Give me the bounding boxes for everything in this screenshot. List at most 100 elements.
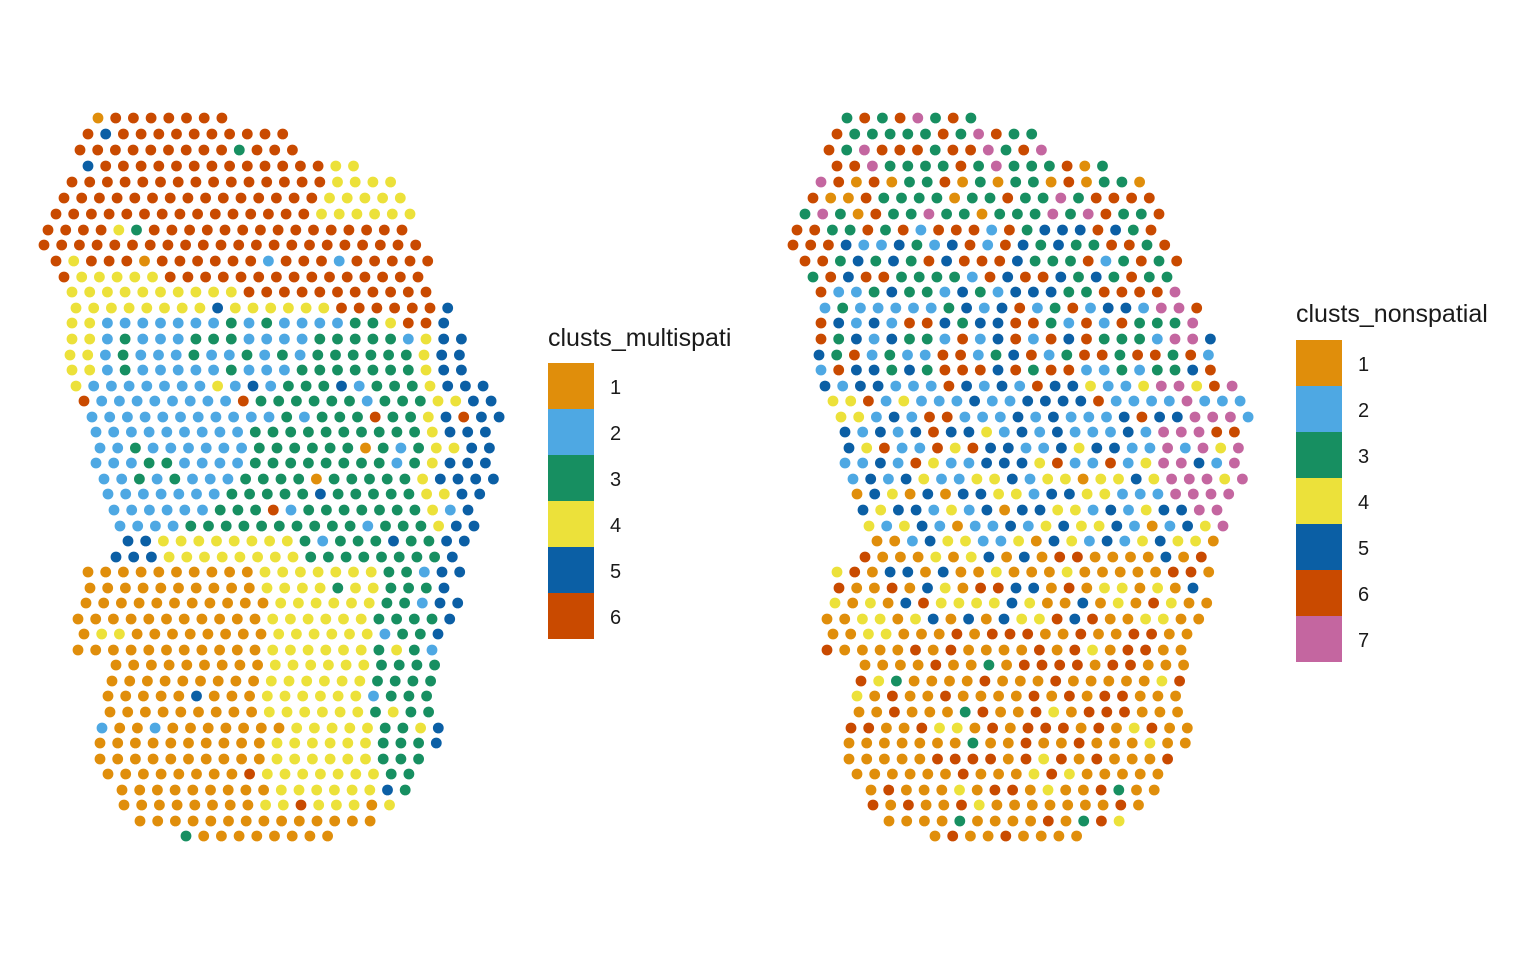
spot-cluster-2 bbox=[123, 380, 135, 392]
spot-cluster-5 bbox=[430, 737, 442, 749]
spot-cluster-6 bbox=[989, 784, 1001, 796]
spot-cluster-6 bbox=[916, 722, 928, 734]
spot-cluster-6 bbox=[976, 255, 988, 267]
spot-cluster-2 bbox=[426, 644, 438, 656]
spot-cluster-6 bbox=[1026, 349, 1037, 361]
spot-cluster-1 bbox=[1164, 722, 1175, 734]
spot-cluster-4 bbox=[420, 333, 432, 345]
spot-cluster-4 bbox=[328, 597, 340, 609]
spot-cluster-5 bbox=[315, 488, 326, 500]
spot-cluster-2 bbox=[1151, 333, 1163, 345]
spot-cluster-6 bbox=[791, 224, 803, 236]
spot-cluster-3 bbox=[1116, 333, 1128, 345]
spot-cluster-1 bbox=[191, 768, 202, 780]
spot-cluster-1 bbox=[869, 690, 881, 702]
spot-cluster-2 bbox=[1101, 411, 1112, 423]
spot-cluster-4 bbox=[315, 768, 326, 780]
spot-cluster-1 bbox=[940, 768, 951, 780]
spot-cluster-1 bbox=[929, 830, 941, 842]
spot-cluster-6 bbox=[1153, 208, 1165, 220]
spot-cluster-1 bbox=[106, 675, 118, 687]
spot-cluster-1 bbox=[366, 799, 378, 811]
spot-cluster-1 bbox=[322, 830, 333, 842]
spot-cluster-1 bbox=[241, 566, 253, 578]
spot-cluster-4 bbox=[66, 286, 78, 298]
spot-cluster-6 bbox=[923, 255, 935, 267]
spot-cluster-6 bbox=[135, 160, 147, 172]
spot-cluster-2 bbox=[137, 333, 149, 345]
spot-cluster-2 bbox=[1083, 411, 1095, 423]
spot-cluster-5 bbox=[983, 551, 995, 563]
spot-cluster-1 bbox=[901, 784, 912, 796]
spot-cluster-6 bbox=[1051, 613, 1063, 625]
spot-cluster-7 bbox=[1211, 504, 1223, 516]
spot-cluster-1 bbox=[125, 644, 137, 656]
spot-cluster-1 bbox=[165, 737, 177, 749]
spot-cluster-6 bbox=[74, 144, 86, 156]
spot-cluster-6 bbox=[192, 255, 204, 267]
spot-cluster-4 bbox=[433, 520, 444, 532]
spot-cluster-6 bbox=[894, 112, 906, 124]
spot-cluster-6 bbox=[359, 271, 371, 283]
spot-cluster-4 bbox=[1137, 535, 1148, 547]
spot-cluster-3 bbox=[316, 411, 328, 423]
spot-cluster-2 bbox=[876, 239, 887, 251]
spot-cluster-3 bbox=[255, 395, 267, 407]
spot-cluster-2 bbox=[159, 380, 170, 392]
spot-cluster-2 bbox=[263, 411, 275, 423]
spot-cluster-4 bbox=[310, 597, 322, 609]
spot-cluster-6 bbox=[100, 160, 112, 172]
spot-cluster-4 bbox=[259, 566, 271, 578]
spot-cluster-5 bbox=[1002, 271, 1014, 283]
spot-cluster-3 bbox=[929, 144, 941, 156]
spot-cluster-3 bbox=[385, 582, 397, 594]
spot-cluster-5 bbox=[247, 380, 259, 392]
spot-cluster-6 bbox=[392, 239, 404, 251]
spot-cluster-6 bbox=[1064, 690, 1075, 702]
spot-cluster-3 bbox=[225, 333, 237, 345]
spot-cluster-1 bbox=[226, 768, 238, 780]
spot-cluster-1 bbox=[886, 176, 898, 188]
spot-cluster-6 bbox=[1140, 644, 1151, 656]
spot-cluster-1 bbox=[1045, 176, 1057, 188]
spot-cluster-4 bbox=[313, 799, 325, 811]
spot-cluster-1 bbox=[938, 799, 950, 811]
spot-cluster-2 bbox=[866, 349, 878, 361]
spot-cluster-6 bbox=[306, 271, 318, 283]
spot-cluster-1 bbox=[869, 582, 880, 594]
spot-cluster-3 bbox=[393, 659, 405, 671]
spot-cluster-1 bbox=[143, 644, 155, 656]
spot-cluster-5 bbox=[1069, 613, 1081, 625]
spot-cluster-4 bbox=[273, 628, 285, 640]
spot-cluster-3 bbox=[338, 426, 350, 438]
spot-cluster-6 bbox=[986, 628, 998, 640]
spot-cluster-2 bbox=[333, 255, 345, 267]
spot-cluster-4 bbox=[159, 302, 170, 314]
spot-cluster-4 bbox=[1066, 535, 1078, 547]
spot-cluster-5 bbox=[432, 722, 444, 734]
spot-cluster-5 bbox=[1028, 582, 1040, 594]
spot-cluster-2 bbox=[294, 349, 306, 361]
spot-cluster-6 bbox=[76, 192, 88, 204]
spot-cluster-1 bbox=[898, 722, 910, 734]
spot-cluster-3 bbox=[1135, 208, 1147, 220]
spot-cluster-5 bbox=[462, 426, 474, 438]
spot-cluster-4 bbox=[361, 628, 373, 640]
spot-cluster-4 bbox=[1081, 488, 1093, 500]
spot-cluster-4 bbox=[1156, 675, 1168, 687]
spot-cluster-5 bbox=[981, 457, 992, 469]
spot-cluster-3 bbox=[1088, 239, 1100, 251]
spot-cluster-4 bbox=[275, 597, 287, 609]
spot-cluster-4 bbox=[66, 333, 78, 345]
spot-cluster-4 bbox=[199, 551, 210, 563]
spot-cluster-3 bbox=[415, 520, 427, 532]
spot-cluster-1 bbox=[130, 753, 141, 765]
spot-cluster-3 bbox=[279, 488, 291, 500]
spot-cluster-5 bbox=[1158, 504, 1170, 516]
spot-cluster-4 bbox=[271, 737, 283, 749]
spot-cluster-3 bbox=[965, 112, 977, 124]
spot-cluster-3 bbox=[161, 457, 173, 469]
spot-cluster-3 bbox=[920, 128, 931, 140]
spot-cluster-6 bbox=[245, 255, 257, 267]
spot-cluster-3 bbox=[409, 426, 420, 438]
